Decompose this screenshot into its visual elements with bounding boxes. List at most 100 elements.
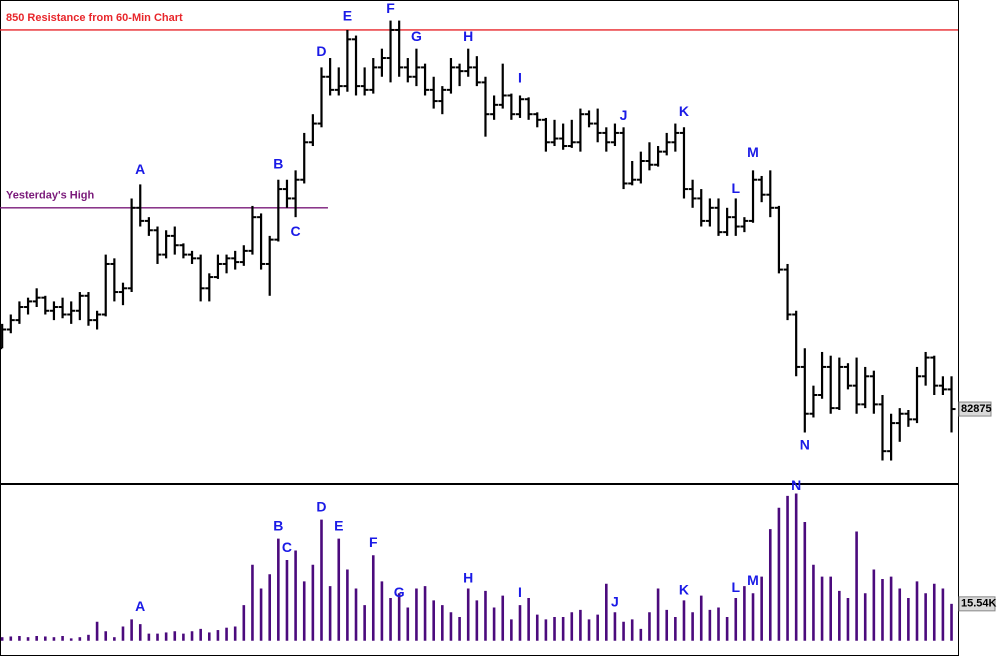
- volume-bar: [44, 636, 47, 641]
- volume-bar: [432, 600, 435, 641]
- volume-bar: [768, 529, 772, 641]
- volume-bar: [812, 564, 815, 641]
- volume-bar: [18, 636, 21, 641]
- text-layer: 850 Resistance from 60-Min Chart Yesterda…: [6, 0, 997, 614]
- reference-label: 850 Resistance from 60-Min Chart: [6, 12, 183, 24]
- volume-bar: [639, 628, 643, 641]
- price-annotation: F: [386, 0, 395, 16]
- price-annotation: E: [343, 8, 352, 24]
- volume-bar: [579, 609, 582, 641]
- volume-bar: [794, 493, 798, 641]
- volume-bar: [907, 598, 910, 641]
- volume-annotation: I: [518, 584, 522, 600]
- volume-bar: [682, 600, 686, 641]
- volume-bar: [596, 614, 599, 641]
- volume-bar: [605, 583, 608, 641]
- volume-bar: [656, 588, 660, 641]
- volume-bar: [52, 637, 56, 641]
- volume-bar: [87, 634, 90, 641]
- volume-bar: [941, 588, 945, 641]
- last-price-label: 82875: [961, 403, 992, 415]
- last-volume-label: 15.54K: [961, 598, 997, 610]
- volume-bar: [665, 609, 669, 641]
- volume-bar: [743, 586, 746, 641]
- volume-bar: [216, 630, 220, 641]
- volume-annotation: J: [611, 593, 619, 609]
- volume-annotation: E: [334, 517, 343, 533]
- volume-annotation: N: [791, 477, 801, 493]
- volume-bar: [311, 564, 315, 641]
- volume-bar: [699, 595, 703, 641]
- volume-bar: [354, 588, 358, 641]
- volume-annotation: C: [282, 539, 292, 555]
- volume-annotation: M: [747, 572, 759, 588]
- volume-bar: [251, 564, 254, 641]
- price-annotation: D: [316, 43, 326, 59]
- volume-bar: [458, 617, 461, 641]
- volume-bar: [294, 550, 297, 641]
- volume-bar: [674, 617, 677, 641]
- volume-bar: [9, 636, 13, 641]
- volume-bar: [717, 607, 720, 641]
- volume-bar: [69, 638, 73, 641]
- volume-bar: [406, 607, 410, 641]
- volume-bar: [95, 621, 99, 641]
- price-annotation: I: [518, 69, 522, 85]
- volume-bar: [518, 605, 522, 641]
- volume-bar: [121, 626, 125, 641]
- volume-bar: [242, 605, 246, 641]
- volume-bar: [950, 603, 953, 641]
- marks-layer: [0, 20, 958, 641]
- volume-bar: [889, 576, 893, 641]
- reference-label: Yesterday's High: [6, 190, 94, 202]
- volume-bar: [863, 593, 867, 641]
- volume-bar: [484, 590, 487, 641]
- volume-bar: [924, 593, 927, 641]
- volume-bar: [915, 581, 919, 641]
- volume-bar: [855, 531, 858, 641]
- volume-bar: [829, 576, 832, 641]
- last-volume-box: [958, 596, 996, 612]
- volume-bar: [613, 612, 617, 641]
- volume-annotation: G: [394, 584, 405, 600]
- volume-bar: [648, 612, 651, 641]
- volume-bar: [147, 633, 151, 641]
- volume-annotation: F: [369, 534, 378, 550]
- volume-bar: [182, 633, 185, 641]
- volume-bar: [501, 595, 505, 641]
- volume-bar: [423, 586, 427, 641]
- volume-bar: [466, 588, 470, 641]
- volume-bar: [363, 605, 366, 641]
- volume-annotation: H: [463, 570, 473, 586]
- volume-bar: [337, 538, 341, 641]
- price-annotation: J: [620, 107, 628, 123]
- volume-bar: [61, 636, 64, 641]
- volume-bar: [415, 588, 418, 641]
- volume-panel-frame: [0, 484, 959, 656]
- volume-bar: [156, 633, 159, 641]
- volume-bar: [138, 624, 142, 641]
- volume-bar: [207, 632, 211, 641]
- volume-bar: [320, 519, 323, 641]
- volume-bar: [587, 619, 591, 641]
- volume-bar: [441, 605, 444, 641]
- price-annotation: C: [291, 223, 301, 239]
- volume-bar: [872, 569, 876, 641]
- volume-bar: [527, 598, 530, 641]
- volume-bar: [380, 581, 384, 641]
- price-annotation: H: [463, 28, 473, 44]
- volume-bar: [302, 581, 306, 641]
- volume-bar: [846, 598, 850, 641]
- volume-bar: [78, 637, 82, 641]
- volume-bar: [0, 637, 4, 641]
- volume-bar: [760, 576, 763, 641]
- volume-bar: [173, 631, 177, 641]
- price-annotation: A: [135, 161, 145, 177]
- price-annotation: M: [747, 144, 759, 160]
- price-annotation: G: [411, 28, 422, 44]
- volume-bar: [130, 619, 133, 641]
- volume-bar: [544, 619, 548, 641]
- volume-bar: [164, 632, 168, 641]
- price-annotation: N: [800, 436, 810, 452]
